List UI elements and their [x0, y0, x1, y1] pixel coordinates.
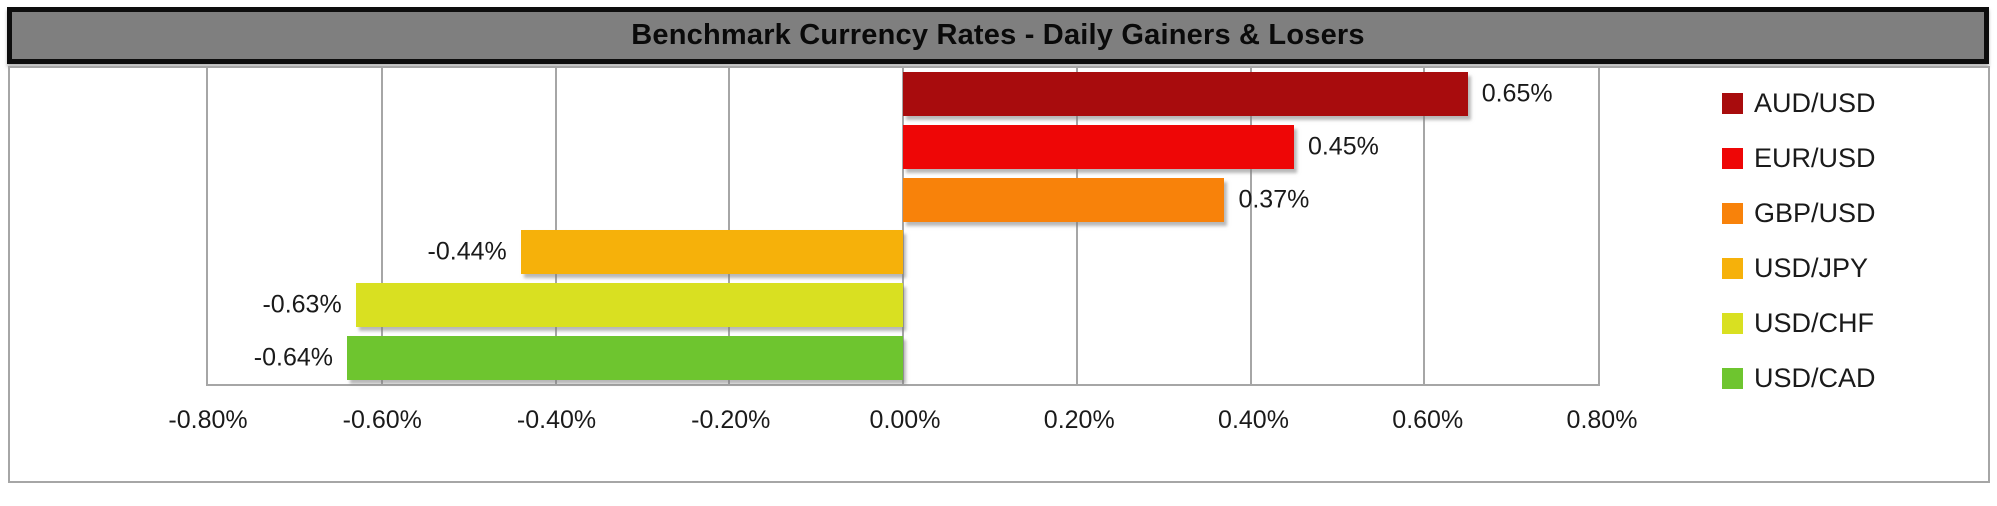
x-tick-label: -0.40% [516, 406, 597, 434]
legend-label: EUR/USD [1754, 143, 1876, 173]
x-tick-label: 0.20% [1043, 406, 1115, 434]
chart-body: 0.65% 0.45% 0.37% -0.44% -0.63% -0.64% -0.80%… [8, 66, 1990, 483]
gridline [1075, 68, 1078, 384]
plot-area: 0.65% 0.45% 0.37% -0.44% -0.63% -0.64% [206, 66, 1600, 386]
legend-entry-usd-jpy[interactable]: USD/JPY [1722, 241, 1876, 296]
x-tick-label: -0.20% [691, 406, 771, 434]
bar-data-label: -0.44% [427, 237, 507, 266]
gridline [1249, 68, 1252, 384]
chart-title-bar[interactable]: Benchmark Currency Rates - Daily Gainers… [7, 7, 1989, 64]
bar-gbp-usd[interactable] [903, 177, 1225, 222]
bar-data-label: 0.45% [1307, 132, 1379, 161]
legend-swatch-icon [1722, 313, 1743, 334]
legend-entry-gbp-usd[interactable]: GBP/USD [1722, 186, 1876, 241]
legend-label: USD/CHF [1754, 308, 1874, 338]
legend: AUD/USD EUR/USD GBP/USD USD/JPY USD/CHF USD/C… [1722, 76, 1876, 406]
legend-swatch-icon [1722, 93, 1743, 114]
chart-title: Benchmark Currency Rates - Daily Gainers… [631, 19, 1365, 51]
gridline [1423, 68, 1426, 384]
bar-usd-jpy[interactable] [520, 230, 903, 275]
bar-usd-chf[interactable] [355, 283, 903, 327]
legend-swatch-icon [1722, 203, 1743, 224]
legend-label: USD/CAD [1754, 363, 1876, 393]
bar-data-label: 0.37% [1238, 185, 1310, 214]
x-tick-label: 0.80% [1566, 406, 1638, 434]
gridline [380, 68, 383, 384]
x-tick-label: 0.00% [869, 406, 941, 434]
legend-label: AUD/USD [1754, 88, 1876, 118]
legend-label: USD/JPY [1754, 253, 1869, 283]
x-tick-label: 0.40% [1218, 406, 1289, 434]
bar-data-label: -0.64% [253, 343, 333, 372]
legend-entry-usd-chf[interactable]: USD/CHF [1722, 296, 1876, 351]
legend-label: GBP/USD [1754, 198, 1876, 228]
bar-data-label: 0.65% [1481, 79, 1553, 108]
legend-entry-eur-usd[interactable]: EUR/USD [1722, 131, 1876, 186]
bar-aud-usd[interactable] [903, 72, 1468, 117]
bar-eur-usd[interactable] [903, 125, 1294, 169]
x-tick-label: -0.60% [342, 406, 422, 434]
bar-usd-cad[interactable] [347, 335, 903, 380]
zero-axis-line [902, 68, 904, 384]
gridline [554, 68, 557, 384]
x-tick-label: 0.60% [1392, 406, 1464, 434]
legend-entry-usd-cad[interactable]: USD/CAD [1722, 351, 1876, 406]
legend-swatch-icon [1722, 368, 1743, 389]
x-tick-label: -0.80% [168, 406, 248, 434]
bar-data-label: -0.63% [262, 290, 342, 319]
legend-swatch-icon [1722, 148, 1743, 169]
legend-swatch-icon [1722, 258, 1743, 279]
gridline [728, 68, 731, 384]
legend-entry-aud-usd[interactable]: AUD/USD [1722, 76, 1876, 131]
